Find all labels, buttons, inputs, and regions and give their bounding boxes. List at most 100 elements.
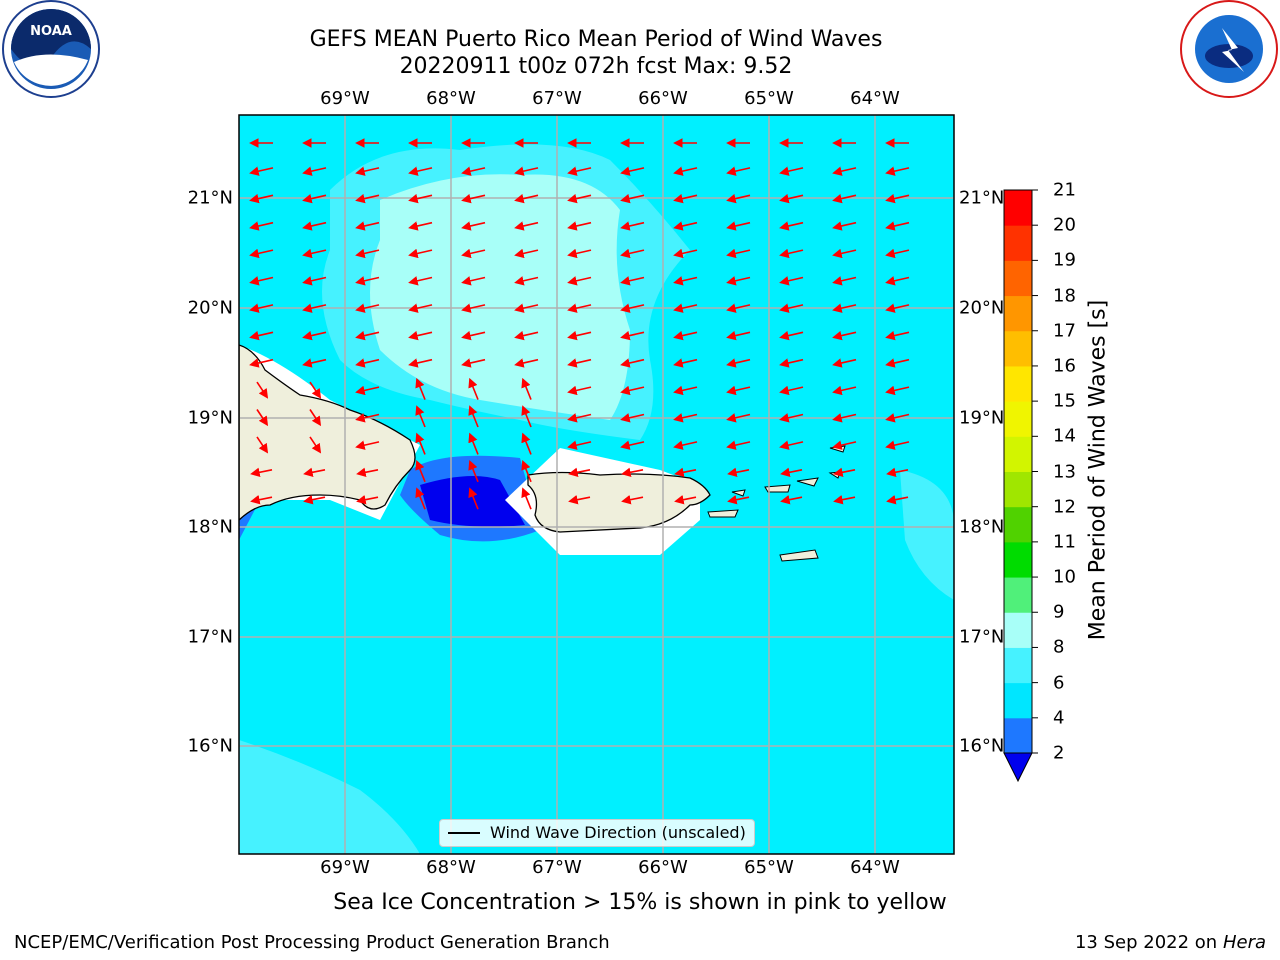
- wave-direction-arrow: [779, 166, 804, 176]
- colorbar-tick-label: 9: [1053, 601, 1065, 623]
- wave-direction-arrow: [303, 494, 326, 505]
- wave-direction-arrow: [249, 276, 274, 286]
- wave-period-8-east: [900, 470, 954, 600]
- wave-direction-arrow: [673, 385, 698, 396]
- wave-direction-arrow: [620, 166, 645, 176]
- wave-direction-arrow: [886, 494, 909, 505]
- colorbar-segment: [1004, 330, 1032, 367]
- wave-direction-arrow: [885, 440, 910, 450]
- wave-direction-arrow: [302, 276, 327, 286]
- colorbar-tick-label: 10: [1053, 566, 1076, 588]
- wave-direction-arrow: [521, 432, 532, 455]
- wave-direction-arrow: [726, 330, 751, 341]
- wave-direction-arrow: [727, 467, 750, 478]
- wave-direction-arrow: [567, 276, 592, 286]
- wave-direction-arrow: [514, 221, 539, 231]
- wave-direction-arrow: [620, 303, 645, 313]
- latitude-label: 21°N: [187, 187, 233, 209]
- latitude-label: 17°N: [959, 626, 1005, 648]
- wave-direction-arrow: [355, 193, 380, 204]
- wave-direction-arrow: [779, 413, 804, 423]
- wave-direction-arrow: [461, 248, 486, 259]
- wave-direction-arrow: [674, 494, 697, 505]
- wave-direction-arrow: [885, 303, 910, 313]
- wave-direction-arrow: [355, 221, 380, 231]
- wave-direction-arrow: [780, 494, 803, 505]
- wave-direction-arrow: [355, 440, 380, 450]
- wave-direction-arrow: [408, 193, 433, 204]
- wave-direction-arrow: [309, 381, 322, 399]
- wave-direction-arrow: [461, 166, 486, 176]
- colorbar-segment: [1004, 365, 1032, 402]
- hispaniola-land: [239, 344, 416, 521]
- longitude-label: 66°W: [638, 857, 688, 878]
- wave-direction-arrow: [779, 303, 804, 313]
- wave-direction-arrow: [309, 436, 322, 454]
- footer-date-text: 13 Sep 2022 on: [1074, 932, 1218, 953]
- wave-direction-arrow: [408, 303, 433, 313]
- wave-direction-arrow: [620, 276, 645, 286]
- colorbar-tick-label: 13: [1053, 461, 1076, 482]
- wave-direction-arrow: [256, 436, 269, 454]
- chart-title: GEFS MEAN Puerto Rico Mean Period of Win…: [309, 27, 883, 52]
- colorbar-segment: [1004, 401, 1032, 437]
- wave-direction-arrow: [250, 467, 273, 478]
- wave-direction-arrow: [514, 248, 539, 259]
- wave-direction-arrow: [779, 358, 804, 368]
- wave-direction-arrow: [726, 221, 751, 231]
- colorbar-segment: [1004, 506, 1032, 543]
- wave-direction-arrow: [567, 440, 592, 450]
- wave-direction-arrow: [727, 494, 750, 505]
- colorbar-label: Mean Period of Wind Waves [s]: [1085, 299, 1111, 641]
- colorbar-tick-label: 2: [1053, 742, 1065, 764]
- wave-direction-arrow: [726, 358, 751, 368]
- wave-direction-arrow: [302, 166, 327, 176]
- wave-direction-arrow: [415, 377, 426, 400]
- wave-direction-arrow: [673, 276, 698, 286]
- wave-period-9-band: [370, 174, 630, 420]
- wave-direction-arrow: [408, 276, 433, 286]
- colorbar-segment: [1004, 436, 1032, 472]
- wave-direction-arrow: [885, 358, 910, 368]
- wave-direction-arrow: [568, 467, 591, 478]
- wave-direction-arrow: [408, 358, 433, 368]
- wave-direction-arrow: [726, 413, 751, 423]
- wave-direction-arrow: [355, 330, 380, 341]
- wave-direction-arrow: [832, 440, 857, 450]
- wave-direction-arrow: [833, 467, 856, 478]
- latitude-label: 19°N: [187, 407, 233, 429]
- chart-subtitle: 20220911 t00z 072h fcst Max: 9.52: [399, 54, 793, 79]
- latitude-label: 20°N: [959, 297, 1005, 319]
- colorbar-extend-arrow: [1003, 752, 1033, 783]
- colorbar-segment: [1004, 471, 1032, 508]
- wave-direction-arrow: [832, 276, 857, 286]
- wave-direction-arrow: [779, 330, 804, 341]
- colorbar-tick-label: 8: [1053, 636, 1065, 658]
- wave-direction-arrow: [779, 276, 804, 286]
- wave-direction-arrow: [514, 193, 539, 204]
- longitude-label: 69°W: [320, 857, 370, 878]
- wave-direction-arrow: [885, 166, 910, 176]
- latitude-label: 16°N: [187, 735, 233, 757]
- wave-direction-arrow: [832, 413, 857, 423]
- wave-direction-arrow: [514, 330, 539, 341]
- wave-direction-arrow: [726, 385, 751, 396]
- wave-direction-arrow: [779, 440, 804, 450]
- wave-direction-arrow: [249, 303, 274, 313]
- wave-direction-arrow: [355, 248, 380, 259]
- wave-direction-arrow: [302, 358, 327, 368]
- wave-direction-arrow: [673, 221, 698, 231]
- wave-direction-arrow: [521, 460, 532, 483]
- legend-line-swatch: [448, 832, 480, 834]
- wave-direction-arrow: [514, 303, 539, 313]
- wave-direction-arrow: [673, 358, 698, 368]
- wave-direction-arrow: [567, 166, 592, 176]
- colorbar-segment: [1004, 260, 1032, 297]
- noaa-logo-text: NOAA: [30, 24, 72, 39]
- wave-direction-arrow: [408, 330, 433, 341]
- wave-direction-arrow: [514, 276, 539, 286]
- colorbar-segment: [1004, 647, 1032, 684]
- colorbar-segment: [1004, 717, 1032, 754]
